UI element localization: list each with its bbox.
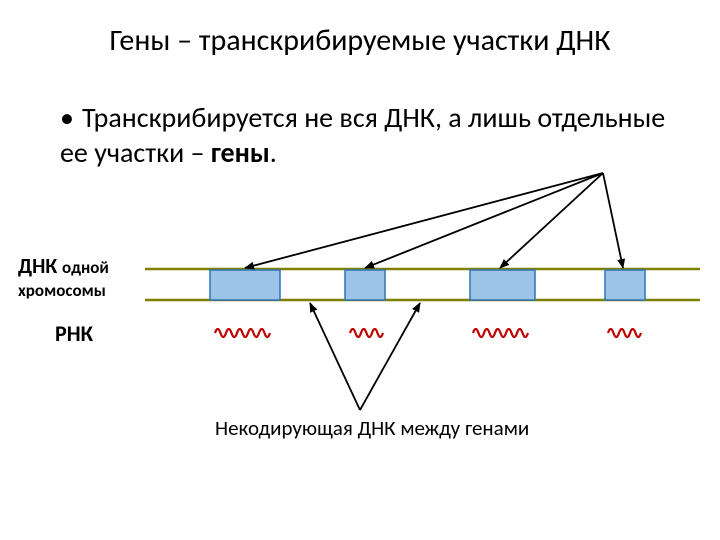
gene-diagram-svg: [0, 0, 720, 540]
